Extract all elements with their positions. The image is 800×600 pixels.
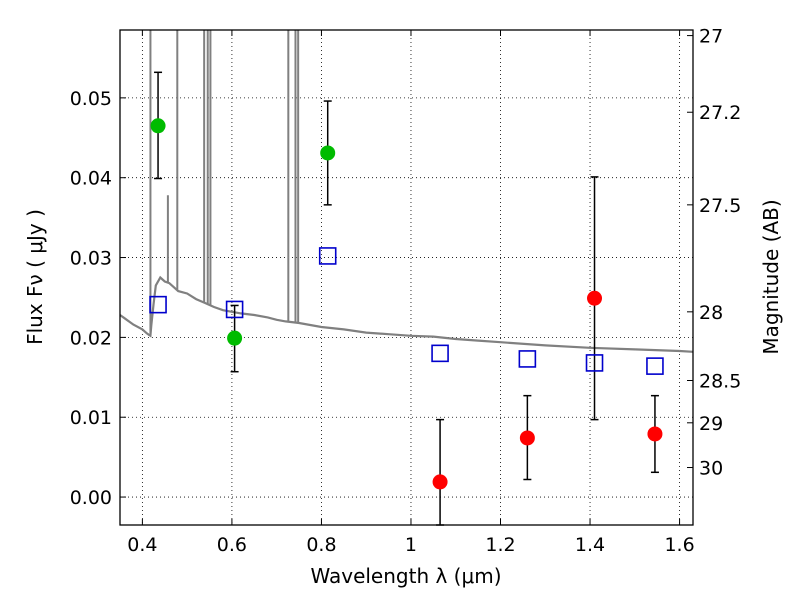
data-point [587,290,603,306]
model-photometry-point [646,357,664,375]
right-tick-label: 27 [699,26,723,48]
data-point [227,330,243,346]
y-tick-label: 0.04 [70,168,112,190]
data-point [519,430,535,446]
x-axis-ticks: 0.4 0.6 0.8 1 1.2 1.4 1.6 [127,30,695,556]
right-axis-ticks: 27 27.2 27.5 28 28.5 29 30 [687,26,741,480]
y-tick-label: 0.01 [70,407,112,429]
right-tick-label: 30 [699,458,723,480]
right-tick-label: 28.5 [699,370,741,392]
y-tick-label: 0.03 [70,248,112,270]
y-tick-label: 0.00 [70,487,112,509]
right-tick-label: 27.5 [699,195,741,217]
x-tick-label: 1.6 [664,534,694,556]
model-photometry-point [149,295,167,314]
x-tick-label: 1.4 [575,534,605,556]
data-points [149,71,664,526]
right-tick-label: 29 [699,413,723,435]
model-photometry-point [518,350,537,368]
data-point [647,426,663,442]
sed-continuum-line [119,275,694,353]
model-photometry-point [585,354,604,372]
data-point [432,474,448,490]
x-tick-label: 1 [405,534,417,556]
x-axis-label: Wavelength λ (μm) [310,564,501,588]
plot-frame [119,29,694,526]
y-tick-label: 0.05 [70,88,112,110]
x-tick-label: 0.8 [306,534,336,556]
grid-lines [120,30,693,525]
right-tick-label: 28 [699,302,723,324]
x-tick-label: 0.4 [127,534,157,556]
data-point [320,145,336,161]
data-point [150,118,166,134]
x-tick-label: 1.2 [485,534,515,556]
sed-model [119,30,694,353]
model-photometry-point [431,344,449,363]
y-axis-ticks: 0.00 0.01 0.02 0.03 0.04 0.05 [70,88,126,509]
y-tick-label: 0.02 [70,327,112,349]
right-axis-label: Magnitude (AB) [759,199,783,354]
model-photometry-point [318,247,337,265]
x-tick-label: 0.6 [217,534,247,556]
right-tick-label: 27.2 [699,102,741,124]
model-photometry-point [225,300,244,319]
y-axis-label: Flux Fν ( μJy ) [23,209,47,345]
